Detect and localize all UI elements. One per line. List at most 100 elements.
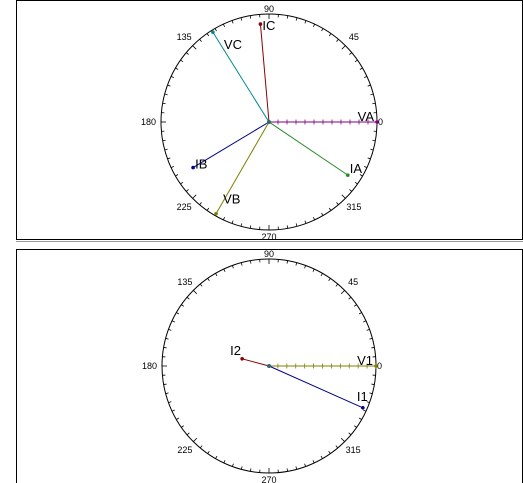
angle-tick xyxy=(353,425,357,428)
angle-tick xyxy=(164,93,168,96)
angle-tick xyxy=(167,84,171,87)
angle-tick xyxy=(371,347,375,349)
angle-tick-label: 135 xyxy=(177,32,192,42)
phasor-label-ic: IC xyxy=(262,18,275,33)
angle-tick xyxy=(358,417,362,420)
phasor-ia-tip xyxy=(345,173,350,177)
angle-tick xyxy=(286,225,289,229)
angle-tick xyxy=(162,139,166,142)
angle-tick-label: 180 xyxy=(142,361,157,371)
angle-tick xyxy=(232,463,234,467)
angle-tick xyxy=(249,15,252,19)
angle-tick-label: 45 xyxy=(349,32,359,42)
angle-tick xyxy=(341,45,346,50)
angle-tick-label: 225 xyxy=(177,445,192,455)
angle-tick xyxy=(163,347,167,349)
angle-tick-label: 0 xyxy=(377,361,382,371)
angle-tick xyxy=(199,39,202,42)
angle-tick xyxy=(341,194,346,199)
angle-tick-label: 180 xyxy=(141,117,156,127)
angle-tick xyxy=(164,148,168,151)
angle-tick xyxy=(240,223,243,227)
angle-tick xyxy=(176,417,180,420)
phasor-vb xyxy=(215,121,270,214)
angle-tick xyxy=(320,273,323,277)
angle-tick xyxy=(186,189,189,192)
angle-tick xyxy=(240,466,243,470)
origin-dot xyxy=(267,120,271,124)
angle-tick xyxy=(181,304,185,307)
phasor-chart-1: 0 45 90 135 180 225 270 315 VA IA IC VC IB VB xyxy=(141,4,383,242)
angle-tick xyxy=(370,148,374,151)
angle-tick xyxy=(240,17,243,21)
phasor-ic-tip xyxy=(258,22,263,26)
angle-tick xyxy=(207,278,210,282)
angle-tick xyxy=(199,445,203,449)
phasor-i2 xyxy=(241,358,270,367)
phasor-vc-tip xyxy=(211,30,215,35)
angle-tick xyxy=(358,312,362,315)
phasor-label-ib: IB xyxy=(195,157,207,172)
angle-tick-label: 270 xyxy=(261,475,276,483)
angle-tick xyxy=(214,28,217,32)
angle-tick xyxy=(366,329,370,331)
angle-tick xyxy=(250,260,252,264)
angle-tick xyxy=(348,432,352,436)
phasor-label-i2: I2 xyxy=(230,343,241,358)
phasor-ic xyxy=(259,24,270,123)
angle-tick xyxy=(354,59,358,63)
angle-tick-label: 225 xyxy=(177,202,192,212)
angle-tick xyxy=(372,102,376,105)
angle-tick xyxy=(232,265,234,269)
angle-tick xyxy=(286,468,288,472)
phasor-label-vb: VB xyxy=(223,192,240,207)
phasor-label-ia: IA xyxy=(350,161,363,176)
phasor-va-tip xyxy=(375,120,379,124)
angle-tick xyxy=(250,468,252,472)
angle-tick xyxy=(171,409,175,412)
angle-tick xyxy=(222,216,225,221)
angle-tick xyxy=(223,460,226,464)
angle-tick-label: 90 xyxy=(264,249,274,259)
angle-tick-label: 135 xyxy=(177,277,192,287)
angle-tick xyxy=(215,455,218,459)
angle-tick xyxy=(321,28,324,32)
angle-tick xyxy=(223,268,226,272)
phasor-ib xyxy=(192,121,270,169)
phasor-label-va: VA xyxy=(358,109,375,124)
angle-tick-label: 45 xyxy=(348,277,358,287)
angle-tick-label: 315 xyxy=(346,445,361,455)
angle-tick xyxy=(286,260,288,264)
phasor-i2-tip xyxy=(240,356,244,361)
angle-tick xyxy=(372,139,376,142)
angle-tick xyxy=(349,189,352,192)
angle-tick xyxy=(186,432,190,436)
angle-tick xyxy=(336,202,339,205)
angle-tick xyxy=(186,296,190,300)
angle-tick xyxy=(181,425,185,428)
angle-tick xyxy=(340,437,345,442)
angle-tick xyxy=(359,67,363,70)
angle-tick xyxy=(304,220,307,224)
angle-tick xyxy=(168,329,172,331)
phasor-panel-top xyxy=(16,0,523,240)
angle-tick xyxy=(222,23,225,28)
angle-tick xyxy=(199,283,203,287)
phasor-ib-tip xyxy=(191,165,195,170)
angle-tick xyxy=(321,212,324,216)
angle-tick xyxy=(320,455,323,459)
angle-tick xyxy=(363,320,367,323)
angle-tick xyxy=(328,278,331,282)
angle-tick xyxy=(295,466,298,470)
phasor-chart-2: 0 45 90 135 180 225 270 315 V1 I1 I2 xyxy=(142,249,382,483)
angle-tick xyxy=(167,157,171,160)
angle-tick xyxy=(286,15,289,19)
angle-tick xyxy=(313,216,316,221)
angle-tick xyxy=(312,460,315,464)
phasor-ia xyxy=(268,121,349,176)
angle-tick xyxy=(349,52,352,55)
angle-tick xyxy=(170,166,175,169)
phasor-i1 xyxy=(268,365,364,409)
angle-tick xyxy=(175,174,179,177)
angle-tick xyxy=(180,181,184,185)
